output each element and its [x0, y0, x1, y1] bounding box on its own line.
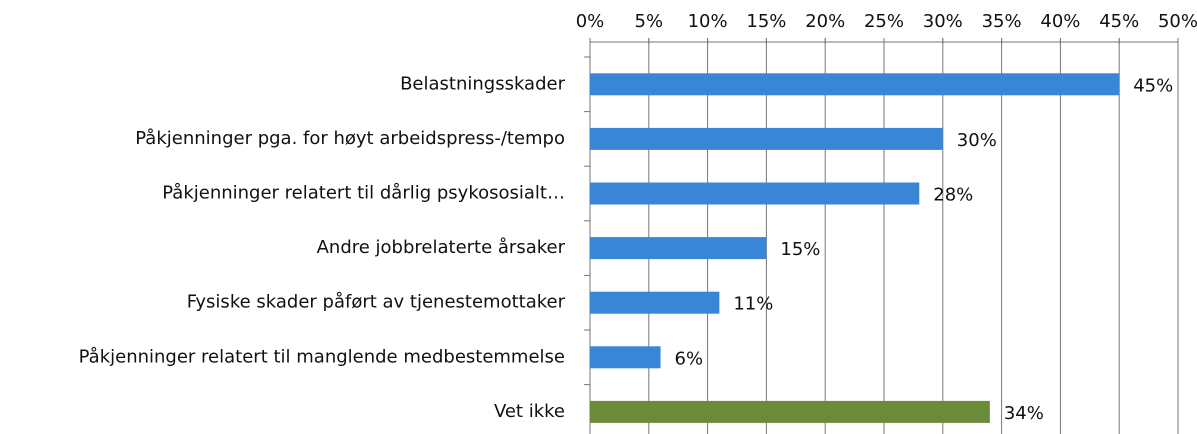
x-tick-label: 45% — [1099, 11, 1139, 32]
x-tick-label: 10% — [688, 11, 728, 32]
value-label: 15% — [780, 239, 820, 260]
y-tick-label: Påkjenninger relatert til dårlig psykoso… — [162, 183, 565, 204]
x-tick-label: 50% — [1158, 11, 1197, 32]
value-label: 11% — [733, 294, 773, 315]
bar — [590, 182, 920, 205]
value-label: 45% — [1133, 75, 1173, 96]
bar — [590, 73, 1120, 96]
y-tick-label: Påkjenninger relatert til manglende medb… — [79, 346, 565, 367]
x-tick-label: 35% — [982, 11, 1022, 32]
y-tick-label: Påkjenninger pga. for høyt arbeidspress-… — [135, 128, 565, 149]
y-tick-label: Belastningsskader — [400, 73, 566, 94]
y-tick-label: Fysiske skader påført av tjenestemottake… — [187, 292, 566, 313]
x-tick-label: 5% — [635, 11, 664, 32]
bar — [590, 127, 943, 150]
x-tick-label: 20% — [805, 11, 845, 32]
bar — [590, 400, 990, 423]
value-label: 30% — [957, 130, 997, 151]
x-tick-label: 30% — [923, 11, 963, 32]
x-tick-label: 0% — [576, 11, 605, 32]
x-tick-label: 25% — [864, 11, 904, 32]
y-tick-label: Andre jobbrelaterte årsaker — [317, 237, 566, 258]
bar — [590, 346, 661, 369]
bar — [590, 237, 767, 260]
value-label: 6% — [675, 348, 704, 369]
bar — [590, 291, 720, 314]
value-label: 34% — [1004, 403, 1044, 424]
y-tick-label: Vet ikke — [494, 401, 565, 422]
x-tick-label: 15% — [746, 11, 786, 32]
value-label: 28% — [933, 185, 973, 206]
x-tick-label: 40% — [1040, 11, 1080, 32]
